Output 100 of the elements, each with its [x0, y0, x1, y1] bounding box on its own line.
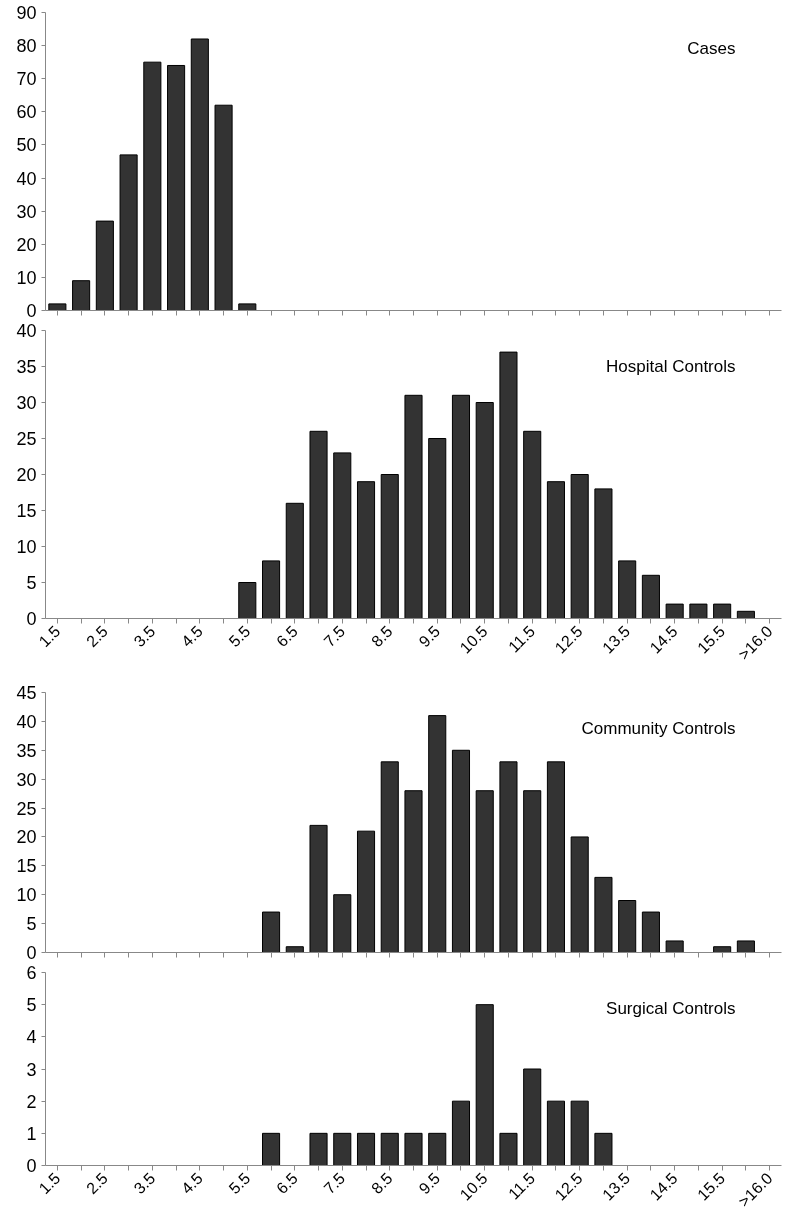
- y-tick-label: 15: [16, 856, 37, 877]
- y-tick-label: 60: [16, 102, 37, 123]
- bar: [546, 761, 565, 953]
- x-tick-label: 6.5: [273, 1169, 301, 1198]
- y-tick-label: 40: [16, 711, 37, 732]
- bar: [333, 894, 352, 953]
- bar: [546, 481, 565, 619]
- y-tick-label: 30: [16, 393, 37, 413]
- bar: [451, 749, 471, 953]
- y-tick-label: 10: [16, 885, 37, 906]
- bar: [736, 610, 755, 619]
- y-tick-label: 20: [16, 465, 37, 485]
- y-tick-label: 25: [16, 798, 37, 819]
- x-tick-label: 9.5: [415, 622, 444, 651]
- bar: [428, 438, 447, 619]
- x-tick-label: 2.5: [83, 1169, 111, 1198]
- bar: [641, 911, 660, 953]
- x-tick-label: 3.5: [130, 622, 159, 651]
- bar: [262, 560, 281, 619]
- bar: [356, 1132, 376, 1166]
- y-tick-label: 20: [16, 827, 37, 848]
- bar: [475, 402, 494, 619]
- text: Community Controls: [581, 718, 736, 738]
- bar: [736, 940, 755, 953]
- bar: [689, 603, 708, 619]
- bar: [309, 824, 328, 953]
- bar: [570, 836, 589, 953]
- x-tick-label: 5.5: [225, 622, 254, 651]
- bar: [428, 715, 447, 953]
- bar: [523, 790, 542, 953]
- bar: [594, 876, 613, 953]
- bar: [238, 582, 257, 619]
- bar: [356, 830, 376, 953]
- bar: [333, 452, 352, 619]
- y-tick-label: 1: [26, 1123, 37, 1144]
- x-tick-label: 6.5: [273, 622, 301, 651]
- text: Surgical Controls: [606, 998, 736, 1018]
- bar: [451, 394, 471, 619]
- y-tick-label: 2: [26, 1091, 37, 1112]
- y-tick-label: 40: [16, 168, 37, 189]
- bar: [451, 1100, 471, 1166]
- y-tick-label: 35: [16, 357, 37, 377]
- bar: [262, 911, 281, 953]
- y-tick-label: 45: [16, 683, 37, 703]
- bar: [214, 104, 233, 311]
- bar: [119, 154, 138, 311]
- x-tick-label: 8.5: [368, 1169, 396, 1198]
- bar: [594, 1132, 613, 1166]
- y-tick-label: 0: [26, 943, 37, 963]
- x-tick-label: 2.5: [83, 622, 111, 651]
- x-tick-label: 7.5: [320, 1169, 349, 1198]
- bar: [404, 790, 423, 953]
- bar: [190, 38, 209, 311]
- bar: [499, 351, 518, 619]
- y-tick-label: 10: [16, 267, 37, 288]
- y-tick-label: 10: [16, 537, 37, 557]
- bar: [404, 1132, 423, 1166]
- bar: [262, 1132, 281, 1166]
- y-tick-label: 3: [26, 1059, 37, 1080]
- bar: [333, 1132, 352, 1166]
- x-tick-label: 1.5: [35, 1169, 64, 1198]
- bar: [380, 1132, 399, 1166]
- y-tick-label: 50: [16, 135, 37, 156]
- bar: [356, 481, 376, 619]
- bar: [665, 940, 684, 953]
- y-tick-label: 5: [26, 573, 37, 593]
- x-tick-label: 1.5: [35, 622, 64, 651]
- bar: [95, 220, 114, 311]
- bar: [475, 790, 494, 953]
- bar: [618, 900, 637, 953]
- bar: [309, 430, 328, 619]
- x-tick-label: 9.5: [415, 1169, 444, 1198]
- y-tick-label: 40: [16, 321, 37, 341]
- bar: [404, 394, 423, 619]
- y-tick-label: 5: [26, 914, 37, 935]
- x-tick-label: 7.5: [320, 622, 349, 651]
- bar: [72, 280, 91, 311]
- x-tick-label: 4.5: [178, 1169, 206, 1198]
- bar: [523, 430, 542, 619]
- bar: [499, 761, 518, 953]
- y-tick-label: 5: [26, 995, 37, 1016]
- bar: [428, 1132, 447, 1166]
- y-tick-label: 4: [26, 1027, 37, 1048]
- y-tick-label: 80: [16, 36, 37, 57]
- bar: [499, 1132, 518, 1166]
- y-tick-label: 0: [26, 609, 37, 629]
- bar: [523, 1068, 542, 1166]
- bar: [570, 1100, 589, 1166]
- x-tick-label: 5.5: [225, 1169, 254, 1198]
- bar: [238, 303, 257, 311]
- bar: [285, 946, 304, 953]
- bar: [167, 64, 186, 311]
- bar: [48, 303, 67, 311]
- bar: [475, 1004, 494, 1166]
- bar: [594, 488, 613, 619]
- bar: [546, 1100, 565, 1166]
- bar: [618, 560, 637, 619]
- x-tick-label: 3.5: [130, 1169, 159, 1198]
- bar: [641, 574, 660, 619]
- y-tick-label: 25: [16, 429, 37, 449]
